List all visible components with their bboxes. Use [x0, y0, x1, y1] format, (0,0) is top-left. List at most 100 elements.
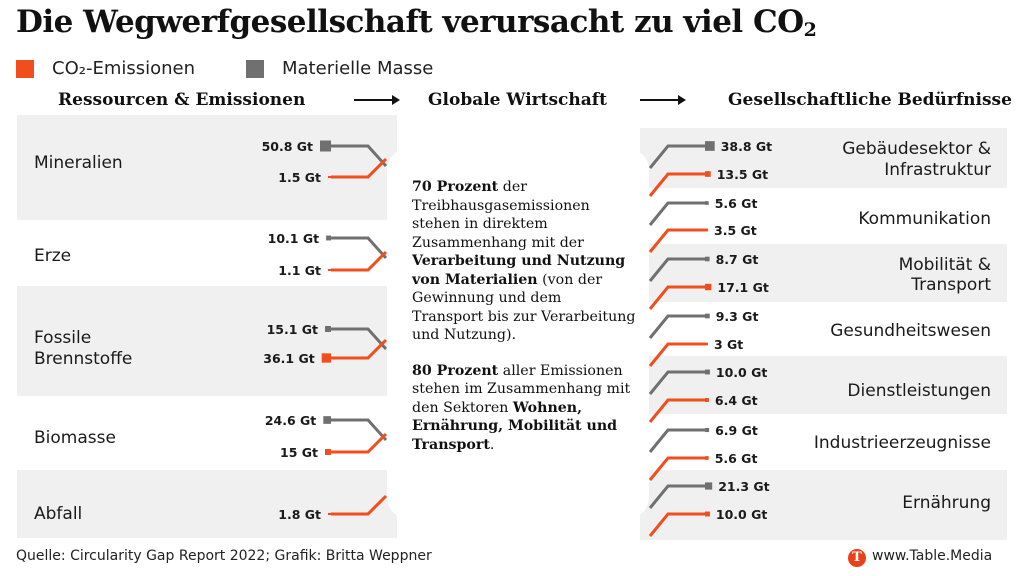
emission-flow-line — [648, 172, 705, 197]
emission-bar — [705, 342, 708, 346]
mass-bar — [320, 140, 331, 152]
arrow-right-icon — [640, 95, 686, 105]
need-band-bg — [640, 414, 1007, 470]
need-band-bg — [640, 470, 1007, 540]
emission-bar — [705, 456, 709, 460]
emission-value-label: 3 Gt — [714, 337, 743, 352]
mass-flow-line — [331, 144, 388, 168]
mass-bar — [705, 482, 713, 490]
emission-bar — [705, 398, 709, 402]
mass-bar — [705, 201, 709, 205]
mass-flow-line — [648, 314, 705, 339]
page-title: Die Wegwerfgesellschaft verursacht zu vi… — [16, 4, 817, 41]
table-media-logo-icon: T — [848, 549, 866, 567]
source-name: Mineralien — [34, 153, 123, 173]
need-band-bg — [640, 356, 1007, 414]
emission-bar — [705, 511, 710, 517]
source-name: Abfall — [34, 504, 82, 524]
source-name: Fossile — [34, 328, 91, 348]
mass-bar — [323, 416, 331, 424]
source-band-bg — [17, 222, 397, 284]
emission-flow-line — [648, 398, 705, 423]
need-band-bg — [640, 302, 1007, 356]
need-band-bg — [640, 128, 1007, 188]
emission-value-label: 17.1 Gt — [717, 280, 768, 295]
mass-bar — [705, 369, 710, 375]
mass-value-label: 15.1 Gt — [267, 322, 318, 337]
source-name: Brennstoffe — [34, 349, 132, 369]
need-name: Infrastruktur — [884, 160, 991, 180]
source-band-bg — [17, 286, 397, 396]
mass-value-label: 50.8 Gt — [262, 139, 313, 154]
emission-bar — [321, 353, 331, 363]
need-name: Dienstleistungen — [847, 381, 991, 401]
mass-bar — [705, 313, 710, 319]
emission-bar — [705, 283, 712, 291]
header-resources: Ressourcen & Emissionen — [58, 90, 306, 110]
mass-flow-line — [648, 370, 705, 395]
source-name: Biomasse — [34, 428, 116, 448]
emission-value-label: 15 Gt — [280, 445, 318, 460]
header-needs: Gesellschaftliche Bedürfnisse — [728, 90, 1012, 110]
need-name: Gebäudesektor & — [842, 139, 991, 159]
mass-bar — [705, 256, 710, 262]
header-economy: Globale Wirtschaft — [428, 90, 607, 110]
need-name: Ernährung — [902, 493, 991, 513]
info-paragraph-1: 70 Prozent der Treibhausgasemissionen st… — [412, 179, 636, 343]
emission-value-label: 1.8 Gt — [278, 507, 321, 522]
mass-value-label: 10.1 Gt — [268, 231, 319, 246]
info-paragraph-2: 80 Prozent aller Emissionen stehen im Zu… — [412, 362, 631, 453]
mass-value-label: 9.3 Gt — [716, 309, 759, 324]
mass-flow-line — [331, 418, 388, 442]
source-band-bg — [17, 398, 397, 468]
website-link[interactable]: www.Table.Media — [872, 548, 993, 564]
emission-flow-line — [331, 494, 388, 516]
source-band-bg — [17, 470, 397, 538]
mass-value-label: 5.6 Gt — [715, 196, 758, 211]
need-name: Kommunikation — [858, 209, 991, 229]
arrow-right-icon — [354, 95, 400, 105]
mass-value-label: 8.7 Gt — [716, 252, 759, 267]
emission-value-label: 10.0 Gt — [716, 507, 767, 522]
emission-bar — [705, 171, 711, 177]
emission-flow-line — [648, 228, 705, 253]
mass-flow-line — [331, 236, 388, 260]
need-name: Mobilität & — [899, 255, 991, 275]
legend-mass: Materielle Masse — [246, 58, 433, 79]
mass-flow-line — [648, 257, 705, 282]
legend-emissions: CO₂-Emissionen — [16, 58, 195, 79]
emission-value-label: 36.1 Gt — [263, 351, 314, 366]
need-band-bg — [640, 244, 1007, 302]
emission-flow-line — [648, 456, 705, 481]
mass-flow-line — [648, 428, 705, 453]
emission-bar — [328, 512, 331, 516]
need-name: Transport — [910, 275, 991, 295]
need-band-bg — [640, 190, 1007, 242]
emission-flow-line — [331, 250, 388, 272]
emission-value-label: 3.5 Gt — [714, 223, 757, 238]
legend-label-mass: Materielle Masse — [282, 58, 434, 79]
legend-swatch-emissions — [16, 59, 34, 78]
emission-bar — [705, 228, 708, 232]
emission-flow-line — [648, 342, 705, 367]
emission-flow-line — [648, 285, 705, 310]
mass-flow-line — [331, 327, 388, 351]
need-name: Gesundheitswesen — [830, 321, 991, 341]
emission-value-label: 13.5 Gt — [717, 167, 768, 182]
center-info-text: 70 Prozent der Treibhausgasemissionen st… — [412, 178, 637, 471]
source-band-bg — [17, 115, 397, 220]
emission-value-label: 6.4 Gt — [715, 393, 758, 408]
emission-flow-line — [648, 512, 705, 537]
emission-flow-line — [331, 338, 388, 360]
mass-bar — [705, 141, 715, 151]
mass-value-label: 10.0 Gt — [716, 365, 767, 380]
mass-flow-line — [648, 201, 705, 226]
emission-flow-line — [331, 157, 388, 179]
source-credit: Quelle: Circularity Gap Report 2022; Gra… — [16, 548, 432, 564]
legend-label-emissions: CO₂-Emissionen — [52, 58, 196, 79]
emission-value-label: 1.1 Gt — [278, 263, 321, 278]
legend-swatch-mass — [246, 59, 264, 78]
mass-bar — [705, 427, 710, 433]
source-name: Erze — [34, 246, 71, 266]
center-info-box — [387, 148, 649, 519]
